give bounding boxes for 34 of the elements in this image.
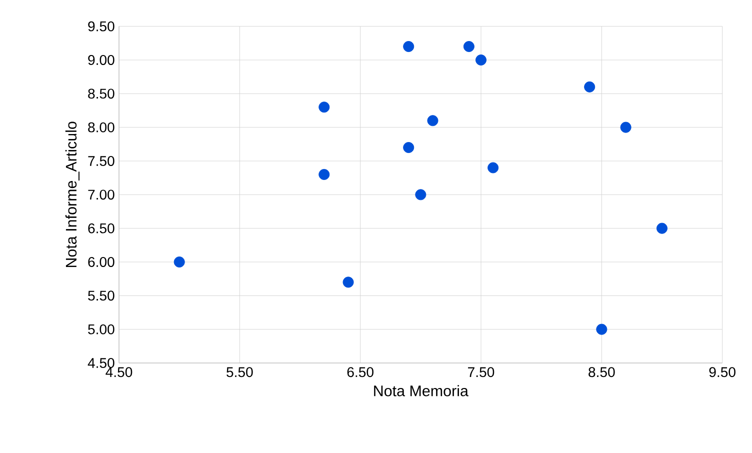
point bbox=[174, 256, 185, 268]
point bbox=[584, 81, 596, 92]
x-axis-title: Nota Memoria bbox=[374, 385, 468, 396]
y-tick-label: 9.50 bbox=[88, 21, 114, 32]
x-tick-label: 6.50 bbox=[347, 367, 374, 378]
point bbox=[342, 276, 354, 288]
point bbox=[488, 162, 499, 174]
y-tick-label: 7.00 bbox=[88, 190, 114, 200]
y-tick-label: 5.50 bbox=[88, 290, 114, 301]
x-tick-label: 4.50 bbox=[106, 367, 132, 378]
point bbox=[403, 41, 414, 52]
y-tick-label: 6.00 bbox=[88, 257, 114, 267]
point bbox=[656, 222, 668, 234]
x-tick-label: 9.50 bbox=[709, 367, 736, 378]
point bbox=[463, 41, 474, 52]
y-tick-label: 8.50 bbox=[88, 88, 114, 99]
y-axis-title: Nota Informe_Articulo bbox=[65, 122, 80, 268]
point bbox=[415, 189, 426, 200]
x-tick-label: 5.50 bbox=[226, 367, 253, 378]
point bbox=[318, 102, 330, 113]
point bbox=[620, 122, 632, 133]
y-tick-label: 8.00 bbox=[88, 122, 114, 132]
x-tick-label: 7.50 bbox=[468, 367, 494, 378]
x-tick-label: 8.50 bbox=[588, 367, 615, 378]
y-tick-label: 9.00 bbox=[88, 55, 114, 65]
point bbox=[475, 54, 486, 66]
point bbox=[403, 142, 414, 154]
y-tick-label: 7.50 bbox=[88, 156, 114, 166]
point bbox=[318, 168, 330, 180]
y-tick-label: 6.50 bbox=[88, 223, 114, 234]
y-tick-label: 4.50 bbox=[88, 358, 114, 368]
y-tick-label: 5.00 bbox=[88, 324, 114, 334]
point bbox=[596, 324, 608, 335]
point bbox=[427, 115, 438, 126]
